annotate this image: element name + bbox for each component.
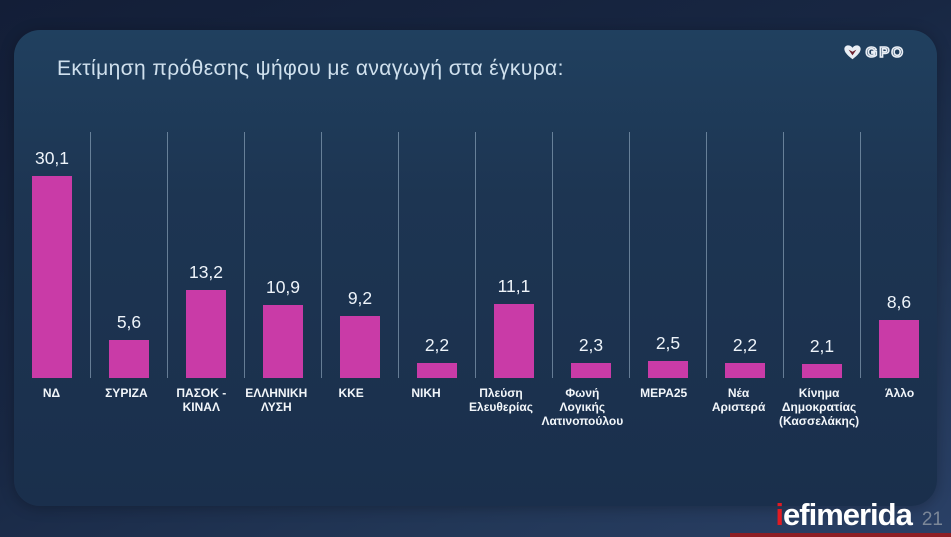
bar-value-label: 2,2 [424,335,450,355]
category-labels: ΝΔ ΣΥΡΙΖΑ ΠΑΣΟΚ - ΚΙΝΑΛ ΕΛΛΗΝΙΚΗ ΛΥΣΗ ΚΚΕ ΝΙΚ… [14,386,937,428]
bar [725,363,765,378]
bar [494,304,534,378]
bar-value-label: 10,9 [265,277,301,297]
category-label: ΜΕΡΑ25 [640,386,688,400]
bar-value-label: 2,3 [578,335,604,355]
category-label: Άλλο [884,386,915,400]
bar-value-label: 13,2 [188,262,224,282]
bar [340,316,380,378]
category-label: ΕΛΛΗΝΙΚΗ ΛΥΣΗ [245,386,308,415]
category-label: ΣΥΡΙΖΑ [105,386,148,400]
gpo-logo-text: GPO [865,43,905,62]
bar [648,361,688,378]
category-label: ΠΑΣΟΚ - ΚΙΝΑΛ [176,386,227,415]
bar [879,320,919,378]
bar-value-label: 2,5 [655,333,681,353]
bar [109,340,149,378]
category-label: Νέα Αριστερά [711,386,766,415]
bar [571,363,611,378]
bar-value-label: 9,2 [347,288,373,308]
chart-column: 2,3 [553,132,630,378]
chart-column: 2,2 [399,132,476,378]
category-label: Φωνή Λογικής Λατινοπούλου [541,386,624,429]
bar [186,290,226,378]
chart-column: 13,2 [168,132,245,378]
bar-chart: 30,1 5,6 13,2 10,9 9,2 2,2 11,1 2,3 2,5 2,2 2,1 8,6 [14,132,937,378]
bar-value-label: 2,2 [732,335,758,355]
category-label: Κίνημα Δημοκρατίας (Κασσελάκης) [779,386,860,429]
category-label: Πλεύση Ελευθερίας [469,386,533,415]
bar [32,176,72,378]
iefimerida-logo: iefimerida [775,497,913,532]
footer-brand: iefimerida 21 [775,499,943,531]
chart-column: 2,1 [784,132,861,378]
category-label: ΝΔ [42,386,61,400]
chart-column: 2,2 [707,132,784,378]
chart-column: 5,6 [91,132,168,378]
iefimerida-logo-rest: efimerida [783,497,913,532]
category-label: ΝΙΚΗ [411,386,441,400]
bar [802,364,842,378]
bar-value-label: 5,6 [116,312,142,332]
bar-value-label: 8,6 [886,292,912,312]
chart-column: 9,2 [322,132,399,378]
bar-value-label: 11,1 [497,276,531,296]
slide-title: Εκτίμηση πρόθεσης ψήφου με αναγωγή στα έ… [57,57,564,80]
chart-column: 8,6 [861,132,937,378]
slide-card: Εκτίμηση πρόθεσης ψήφου με αναγωγή στα έ… [14,30,937,506]
bar [263,305,303,378]
gpo-logo: GPO [844,42,905,62]
chart-column: 11,1 [476,132,553,378]
bar-value-label: 2,1 [809,336,835,356]
chart-column: 10,9 [245,132,322,378]
page-number: 21 [921,509,943,530]
category-label: ΚΚΕ [338,386,364,400]
bar-value-label: 30,1 [34,148,70,168]
footer-red-strip [730,533,951,537]
bar [417,363,457,378]
iefimerida-logo-i: i [775,497,784,532]
chart-column: 30,1 [14,132,91,378]
chart-column: 2,5 [630,132,707,378]
gpo-heart-icon [844,44,861,59]
